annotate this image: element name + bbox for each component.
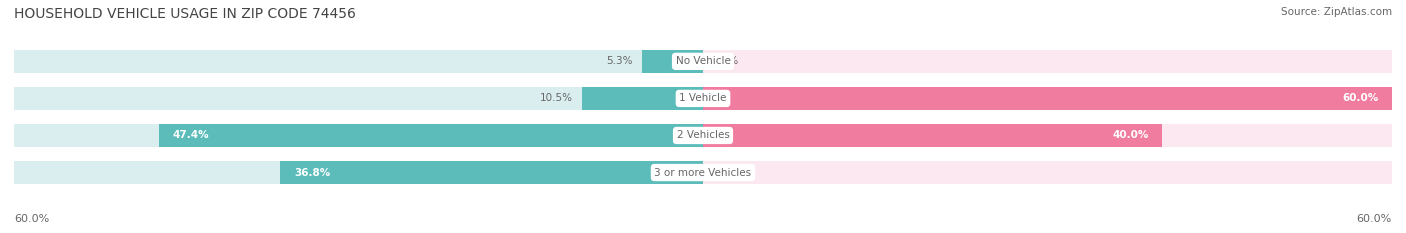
Bar bbox=[14, 87, 703, 110]
Text: No Vehicle: No Vehicle bbox=[675, 56, 731, 66]
Bar bbox=[703, 87, 1392, 110]
Bar bbox=[14, 50, 703, 73]
Text: 60.0%: 60.0% bbox=[1357, 214, 1392, 224]
Bar bbox=[14, 124, 1392, 147]
Text: 2 Vehicles: 2 Vehicles bbox=[676, 130, 730, 140]
Bar bbox=[703, 124, 1392, 147]
Text: 60.0%: 60.0% bbox=[14, 214, 49, 224]
Text: 5.3%: 5.3% bbox=[606, 56, 633, 66]
Text: 0.0%: 0.0% bbox=[713, 56, 738, 66]
Bar bbox=[14, 87, 1392, 110]
Bar bbox=[703, 161, 1392, 184]
Bar bbox=[14, 161, 703, 184]
Bar bbox=[643, 50, 703, 73]
Bar bbox=[14, 124, 703, 147]
Text: 1 Vehicle: 1 Vehicle bbox=[679, 93, 727, 103]
Text: 10.5%: 10.5% bbox=[540, 93, 574, 103]
Text: 0.0%: 0.0% bbox=[713, 168, 738, 178]
Text: 47.4%: 47.4% bbox=[173, 130, 209, 140]
Bar bbox=[703, 50, 1392, 73]
Bar bbox=[14, 161, 1392, 184]
Text: 36.8%: 36.8% bbox=[294, 168, 330, 178]
Text: 3 or more Vehicles: 3 or more Vehicles bbox=[654, 168, 752, 178]
Bar bbox=[703, 124, 1163, 147]
Bar bbox=[14, 50, 1392, 73]
Bar bbox=[159, 124, 703, 147]
Bar bbox=[582, 87, 703, 110]
Bar bbox=[280, 161, 703, 184]
Text: HOUSEHOLD VEHICLE USAGE IN ZIP CODE 74456: HOUSEHOLD VEHICLE USAGE IN ZIP CODE 7445… bbox=[14, 7, 356, 21]
Text: 60.0%: 60.0% bbox=[1341, 93, 1378, 103]
Bar bbox=[703, 87, 1392, 110]
Text: 40.0%: 40.0% bbox=[1112, 130, 1149, 140]
Text: Source: ZipAtlas.com: Source: ZipAtlas.com bbox=[1281, 7, 1392, 17]
